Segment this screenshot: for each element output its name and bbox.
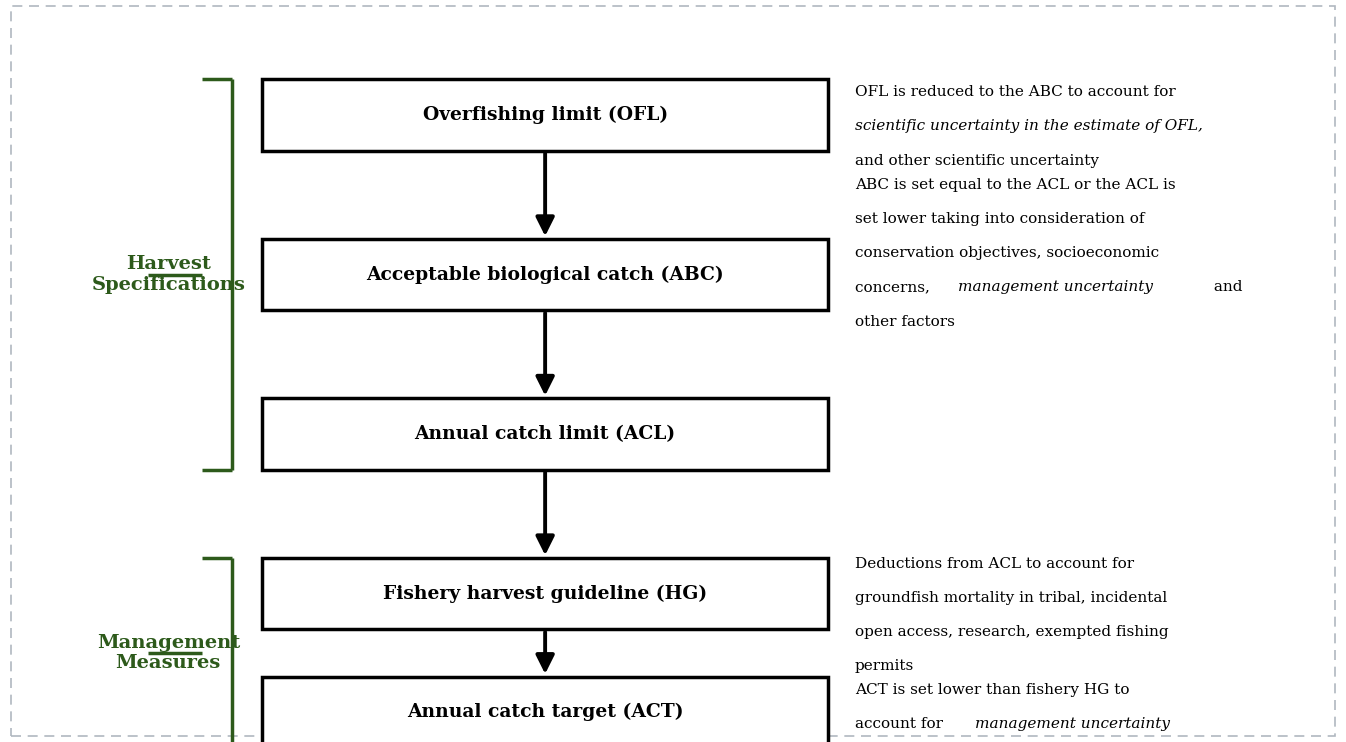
- Text: groundfish mortality in tribal, incidental: groundfish mortality in tribal, incident…: [855, 591, 1167, 605]
- Text: ABC is set equal to the ACL or the ACL is: ABC is set equal to the ACL or the ACL i…: [855, 178, 1175, 192]
- Text: Deductions from ACL to account for: Deductions from ACL to account for: [855, 556, 1133, 571]
- Text: management uncertainty: management uncertainty: [975, 717, 1170, 731]
- Text: OFL is reduced to the ABC to account for: OFL is reduced to the ABC to account for: [855, 85, 1175, 99]
- Text: permits: permits: [855, 659, 914, 673]
- Text: Fishery harvest guideline (HG): Fishery harvest guideline (HG): [384, 585, 707, 603]
- Text: Overfishing limit (OFL): Overfishing limit (OFL): [423, 106, 668, 124]
- Text: and other scientific uncertainty: and other scientific uncertainty: [855, 154, 1098, 168]
- FancyBboxPatch shape: [262, 398, 828, 470]
- Text: scientific uncertainty in the estimate of OFL,: scientific uncertainty in the estimate o…: [855, 119, 1202, 134]
- Text: ACT is set lower than fishery HG to: ACT is set lower than fishery HG to: [855, 683, 1129, 697]
- Text: Harvest
Specifications: Harvest Specifications: [92, 255, 245, 294]
- Text: Acceptable biological catch (ABC): Acceptable biological catch (ABC): [366, 266, 724, 283]
- Text: Management
Measures: Management Measures: [97, 634, 240, 672]
- Text: concerns,: concerns,: [855, 280, 934, 295]
- Text: Annual catch limit (ACL): Annual catch limit (ACL): [415, 425, 676, 443]
- Text: open access, research, exempted fishing: open access, research, exempted fishing: [855, 625, 1168, 639]
- FancyBboxPatch shape: [262, 239, 828, 310]
- Text: set lower taking into consideration of: set lower taking into consideration of: [855, 212, 1144, 226]
- Text: and: and: [1209, 280, 1242, 295]
- Text: management uncertainty: management uncertainty: [957, 280, 1152, 295]
- FancyBboxPatch shape: [262, 79, 828, 151]
- Text: conservation objectives, socioeconomic: conservation objectives, socioeconomic: [855, 246, 1159, 260]
- Text: Annual catch target (ACT): Annual catch target (ACT): [406, 703, 684, 721]
- Text: account for: account for: [855, 717, 948, 731]
- FancyBboxPatch shape: [262, 558, 828, 629]
- FancyBboxPatch shape: [262, 677, 828, 742]
- Text: other factors: other factors: [855, 315, 954, 329]
